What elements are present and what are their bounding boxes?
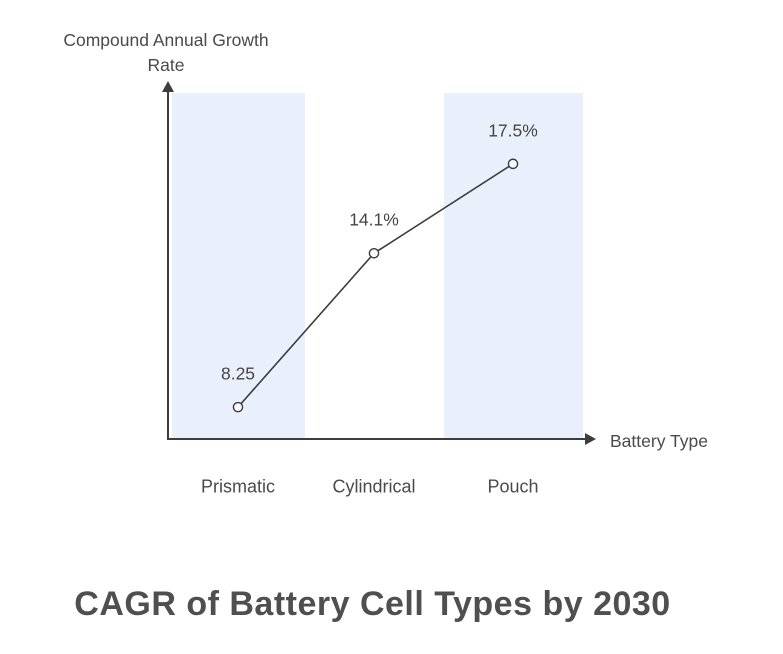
data-point-label: 14.1% xyxy=(349,209,399,230)
y-axis-title: Compound Annual Growth Rate xyxy=(63,30,269,76)
y-axis-arrowhead-icon xyxy=(162,81,174,92)
highlight-band-prismatic xyxy=(172,93,305,440)
x-tick-label: Pouch xyxy=(487,476,539,497)
x-axis-title: Battery Type xyxy=(610,431,708,451)
x-tick-label: Prismatic xyxy=(200,476,276,497)
chart-title: CAGR of Battery Cell Types by 2030 xyxy=(74,585,671,623)
data-point-label: 8.25 xyxy=(220,363,256,384)
highlight-band-pouch xyxy=(444,93,583,440)
x-tick-label: Cylindrical xyxy=(332,476,416,497)
y-axis-line xyxy=(167,90,169,440)
data-point-marker xyxy=(368,247,380,259)
x-axis-line xyxy=(167,438,586,440)
data-point-label: 17.5% xyxy=(488,120,538,141)
x-axis-arrowhead-icon xyxy=(585,433,596,445)
